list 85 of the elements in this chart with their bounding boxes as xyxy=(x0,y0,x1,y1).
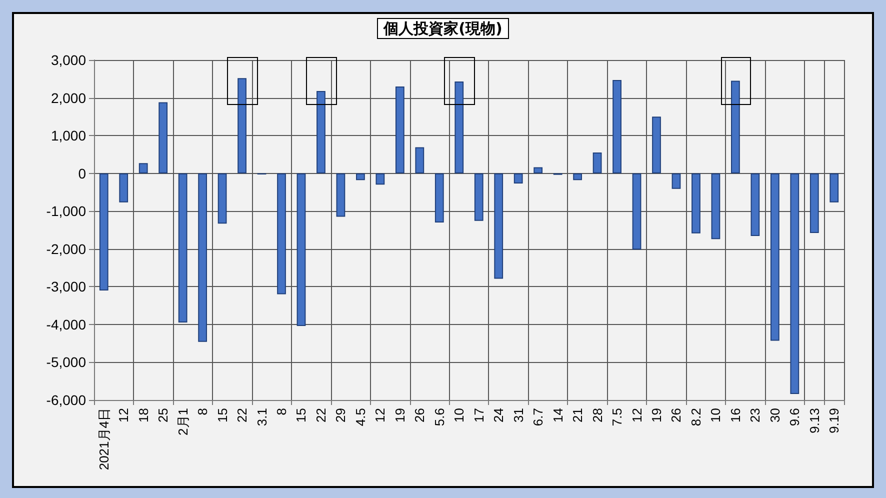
bar xyxy=(672,173,681,189)
bar xyxy=(454,82,464,174)
y-tick-label: -6,000 xyxy=(46,392,86,408)
bar xyxy=(356,173,365,180)
bar xyxy=(632,173,642,250)
x-tick-label: 31 xyxy=(510,408,526,422)
bar xyxy=(652,116,661,174)
bar xyxy=(534,167,543,174)
bar xyxy=(376,173,385,185)
x-tick-label: 28 xyxy=(590,408,605,422)
x-tick-label: 21 xyxy=(570,408,586,422)
x-tick-label: 14 xyxy=(550,408,566,422)
x-tick-label: 6.7 xyxy=(530,408,546,426)
bar xyxy=(138,163,148,174)
bar xyxy=(158,102,168,174)
x-tick-label: 12 xyxy=(116,408,132,422)
x-tick-label: 15 xyxy=(294,408,309,422)
x-tick-label: 23 xyxy=(748,408,763,422)
x-tick-label: 10 xyxy=(452,408,467,422)
bar xyxy=(750,173,760,236)
bar xyxy=(770,173,780,341)
x-tick-label: 16 xyxy=(728,408,743,422)
bar xyxy=(592,152,602,174)
bar xyxy=(474,173,484,221)
bar xyxy=(395,86,404,174)
x-tick-label: 5.6 xyxy=(432,408,447,426)
y-tick-label: 1,000 xyxy=(50,128,86,144)
y-tick-label: 2,000 xyxy=(50,90,86,106)
x-tick-label: 22 xyxy=(313,408,328,422)
x-tick-label: 8 xyxy=(274,408,289,416)
y-tick-label: -3,000 xyxy=(46,278,86,295)
x-tick-label: 22 xyxy=(234,408,250,422)
bar xyxy=(99,173,108,290)
bar xyxy=(830,173,839,202)
y-tick-label: -4,000 xyxy=(46,316,86,332)
bar xyxy=(296,173,306,326)
bar xyxy=(711,173,720,240)
x-tick-label: 19 xyxy=(649,408,664,422)
y-tick-label: -2,000 xyxy=(46,240,86,257)
x-tick-label: 10 xyxy=(708,408,724,422)
bar xyxy=(494,173,504,279)
x-tick-label: 15 xyxy=(214,408,230,422)
x-tick-label: 29 xyxy=(333,408,348,422)
x-tick-label: 7.5 xyxy=(610,408,625,426)
x-tick-label: 9.6 xyxy=(787,408,802,426)
x-tick-label: 18 xyxy=(136,408,151,422)
bar xyxy=(514,173,523,184)
x-tick-label: 12 xyxy=(372,408,388,422)
x-tick-label: 12 xyxy=(629,408,644,422)
x-tick-label: 19 xyxy=(392,408,408,422)
bar xyxy=(415,147,424,174)
bar xyxy=(119,173,128,202)
x-tick-label: 4.5 xyxy=(352,408,368,426)
bar xyxy=(277,173,286,294)
bar xyxy=(612,80,622,174)
bar xyxy=(731,80,740,174)
chart-title: 個人投資家(現物) xyxy=(382,20,502,38)
x-tick-label: 9.19 xyxy=(826,408,842,434)
bar xyxy=(692,173,700,234)
x-tick-label: 8.2 xyxy=(688,408,704,426)
x-tick-label: 3.1 xyxy=(254,408,270,426)
x-tick-label: 26 xyxy=(668,408,684,422)
bar xyxy=(573,173,582,180)
x-tick-label: 2月1 xyxy=(175,408,190,436)
bar xyxy=(198,173,207,342)
y-tick-label: 0 xyxy=(78,165,86,182)
x-tick-label: 25 xyxy=(156,408,171,422)
x-tick-label: 30 xyxy=(767,408,782,422)
bar xyxy=(790,173,800,394)
bar xyxy=(178,173,188,323)
bar xyxy=(218,173,227,224)
x-tick-label: 8 xyxy=(195,408,210,416)
y-tick-label: -1,000 xyxy=(46,203,86,220)
bar xyxy=(336,173,346,217)
y-tick-label: -5,000 xyxy=(46,354,86,370)
bar xyxy=(238,78,246,174)
bar xyxy=(810,173,819,234)
x-tick-label: 9.13 xyxy=(806,408,822,434)
bar xyxy=(316,90,326,174)
x-tick-label: 26 xyxy=(412,408,428,422)
x-tick-label: 17 xyxy=(471,408,486,422)
x-tick-label: 2021月4日 xyxy=(96,408,112,470)
bar xyxy=(434,173,444,222)
x-tick-label: 24 xyxy=(491,408,506,422)
y-tick-label: 3,000 xyxy=(50,52,86,68)
